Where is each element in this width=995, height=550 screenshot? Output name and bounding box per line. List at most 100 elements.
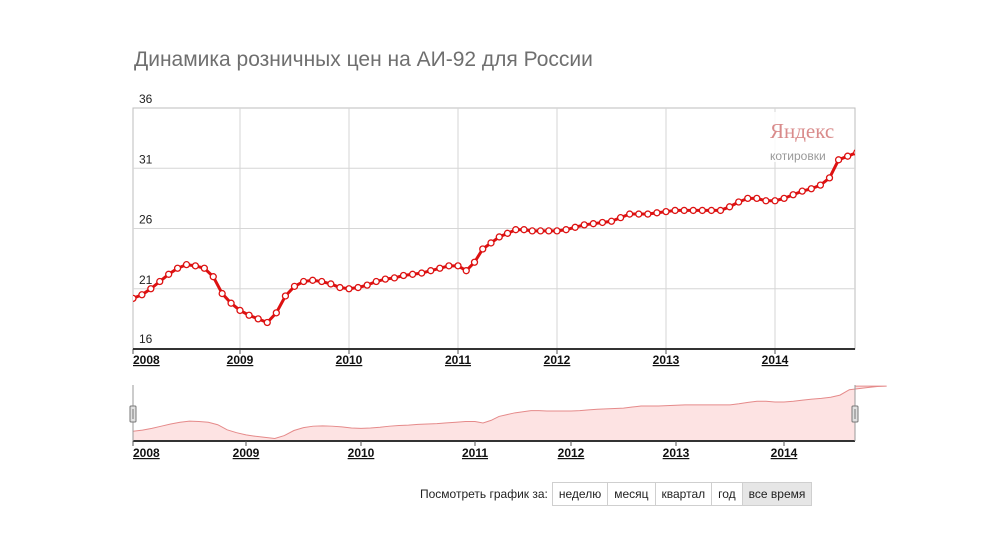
data-point[interactable] [798,187,806,195]
data-point[interactable] [520,226,528,234]
data-point[interactable] [263,318,271,327]
data-point[interactable] [479,245,487,253]
data-point[interactable] [445,262,453,270]
data-point[interactable] [299,277,308,286]
data-point[interactable] [173,264,182,272]
data-point[interactable] [318,277,326,286]
data-point[interactable] [381,275,389,283]
period-all-time-button[interactable]: все время [742,482,813,506]
data-point[interactable] [844,152,852,160]
data-point[interactable] [399,271,408,280]
data-point[interactable] [698,206,706,215]
navigator-tick-label[interactable]: 2013 [663,446,690,460]
data-point[interactable] [130,294,137,303]
data-point[interactable] [182,260,191,269]
navigator-tick-label[interactable]: 2009 [233,446,260,460]
data-point[interactable] [227,299,235,307]
data-point[interactable] [635,210,643,218]
data-point[interactable] [390,274,399,282]
data-point[interactable] [662,207,670,216]
data-point[interactable] [503,229,512,237]
data-point[interactable] [716,206,725,215]
data-point[interactable] [309,276,317,284]
data-point[interactable] [598,218,607,227]
data-point[interactable] [408,270,417,278]
data-point[interactable] [436,264,444,272]
x-tick-label[interactable]: 2011 [445,353,471,367]
x-tick-label[interactable]: 2012 [544,353,571,367]
data-point[interactable] [147,285,155,293]
data-point[interactable] [218,289,226,298]
data-point[interactable] [707,206,716,215]
data-point[interactable] [487,239,495,247]
data-point[interactable] [528,227,536,235]
navigator-tick-label[interactable]: 2008 [133,446,160,460]
data-point[interactable] [200,264,208,272]
period-quarter-button[interactable]: квартал [655,482,713,506]
data-point[interactable] [589,220,597,228]
data-point[interactable] [671,206,679,215]
x-tick-label[interactable]: 2009 [227,353,254,367]
data-point[interactable] [545,227,553,235]
data-point[interactable] [512,226,520,234]
data-point[interactable] [562,226,570,234]
navigator-tick-label[interactable]: 2011 [462,446,488,460]
data-point[interactable] [327,280,335,288]
data-point[interactable] [336,283,344,292]
data-point[interactable] [872,145,878,151]
data-point[interactable] [644,210,652,218]
x-tick-label[interactable]: 2013 [653,353,680,367]
data-point[interactable] [354,283,362,292]
data-point[interactable] [616,214,625,222]
data-point[interactable] [853,149,860,156]
data-point[interactable] [281,292,290,300]
data-point[interactable] [156,277,164,286]
navigator-tick-label[interactable]: 2010 [348,446,375,460]
data-point[interactable] [138,291,146,299]
data-point[interactable] [345,285,353,293]
data-point[interactable] [363,281,371,289]
data-point[interactable] [236,306,244,315]
data-point[interactable] [680,206,688,215]
data-point[interactable] [290,282,299,290]
data-point[interactable] [427,267,435,275]
data-point[interactable] [454,262,462,270]
data-point[interactable] [725,203,734,211]
data-point[interactable] [762,197,770,205]
data-point[interactable] [753,194,761,203]
data-point[interactable] [553,227,561,235]
data-point[interactable] [607,217,616,225]
data-point[interactable] [272,309,280,317]
data-point[interactable] [462,267,470,275]
data-point[interactable] [789,191,797,199]
data-point[interactable] [191,262,200,270]
data-point[interactable] [780,194,788,203]
data-point[interactable] [834,156,843,164]
data-point[interactable] [418,269,426,277]
data-point[interactable] [254,315,262,323]
period-week-button[interactable]: неделю [551,482,609,506]
period-year-button[interactable]: год [712,482,743,506]
data-point[interactable] [536,227,545,235]
data-point[interactable] [653,209,661,217]
period-month-button[interactable]: месяц [608,482,656,506]
navigator[interactable]: 2008 2009 2010 2011 2012 2013 2014 [129,385,887,460]
data-point[interactable] [863,146,869,152]
navigator-tick-label[interactable]: 2012 [558,446,585,460]
data-point[interactable] [580,221,588,229]
data-point[interactable] [807,185,815,193]
x-tick-label[interactable]: 2010 [336,353,363,367]
data-point[interactable] [571,223,579,231]
navigator-tick-label[interactable]: 2014 [771,446,798,460]
data-point[interactable] [165,270,173,278]
data-point[interactable] [735,198,743,206]
data-point[interactable] [495,233,503,241]
data-point[interactable] [689,206,697,215]
data-point[interactable] [825,174,834,182]
data-point[interactable] [209,273,217,281]
data-point[interactable] [626,210,634,218]
x-tick-label[interactable]: 2008 [133,353,160,367]
x-tick-label[interactable]: 2014 [762,353,789,367]
data-point[interactable] [744,194,752,203]
data-point[interactable] [816,181,825,189]
